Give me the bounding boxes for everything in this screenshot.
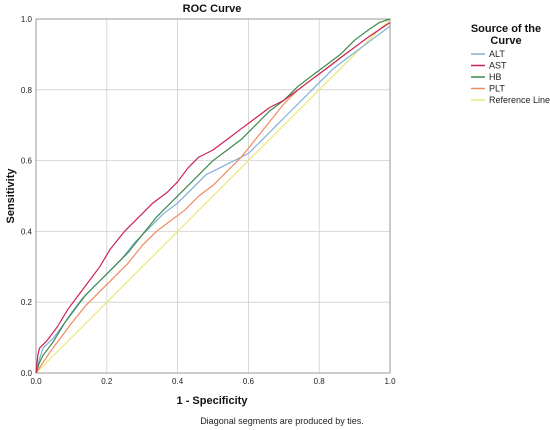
chart-title: ROC Curve <box>183 3 242 15</box>
legend-label-reference-line: Reference Line <box>489 95 550 105</box>
y-tick-label: 0.8 <box>21 86 33 95</box>
x-tick-label: 0.0 <box>30 377 42 386</box>
x-axis-ticks: 0.0 0.2 0.4 0.6 0.8 1.0 <box>30 377 396 386</box>
legend-label-alt: ALT <box>489 49 505 59</box>
y-tick-label: 1.0 <box>21 15 33 24</box>
legend-title-line-2: Curve <box>490 35 521 47</box>
x-tick-label: 0.4 <box>172 377 184 386</box>
y-tick-label: 0.4 <box>21 227 33 236</box>
y-tick-label: 0.2 <box>21 298 33 307</box>
legend-label-plt: PLT <box>489 84 505 94</box>
x-tick-label: 0.2 <box>101 377 113 386</box>
y-axis-label: Sensitivity <box>5 168 17 224</box>
series-lines <box>35 18 391 374</box>
x-axis-label: 1 - Specificity <box>177 395 249 407</box>
series-line-reference-line <box>35 18 391 374</box>
series-line-hb <box>35 18 391 374</box>
series-line-alt <box>35 25 391 374</box>
legend-label-hb: HB <box>489 72 502 82</box>
x-tick-label: 1.0 <box>384 377 396 386</box>
y-tick-label: 0.6 <box>21 157 33 166</box>
legend-title-line-1: Source of the <box>471 23 541 35</box>
footnote: Diagonal segments are produced by ties. <box>200 416 364 426</box>
plot-frame <box>35 18 391 374</box>
x-tick-label: 0.8 <box>314 377 326 386</box>
x-tick-label: 0.6 <box>243 377 255 386</box>
series-line-ast <box>35 22 391 374</box>
y-tick-label: 0.0 <box>21 369 33 378</box>
legend-label-ast: AST <box>489 61 507 71</box>
y-axis-ticks: 0.0 0.2 0.4 0.6 0.8 1.0 <box>21 15 33 378</box>
